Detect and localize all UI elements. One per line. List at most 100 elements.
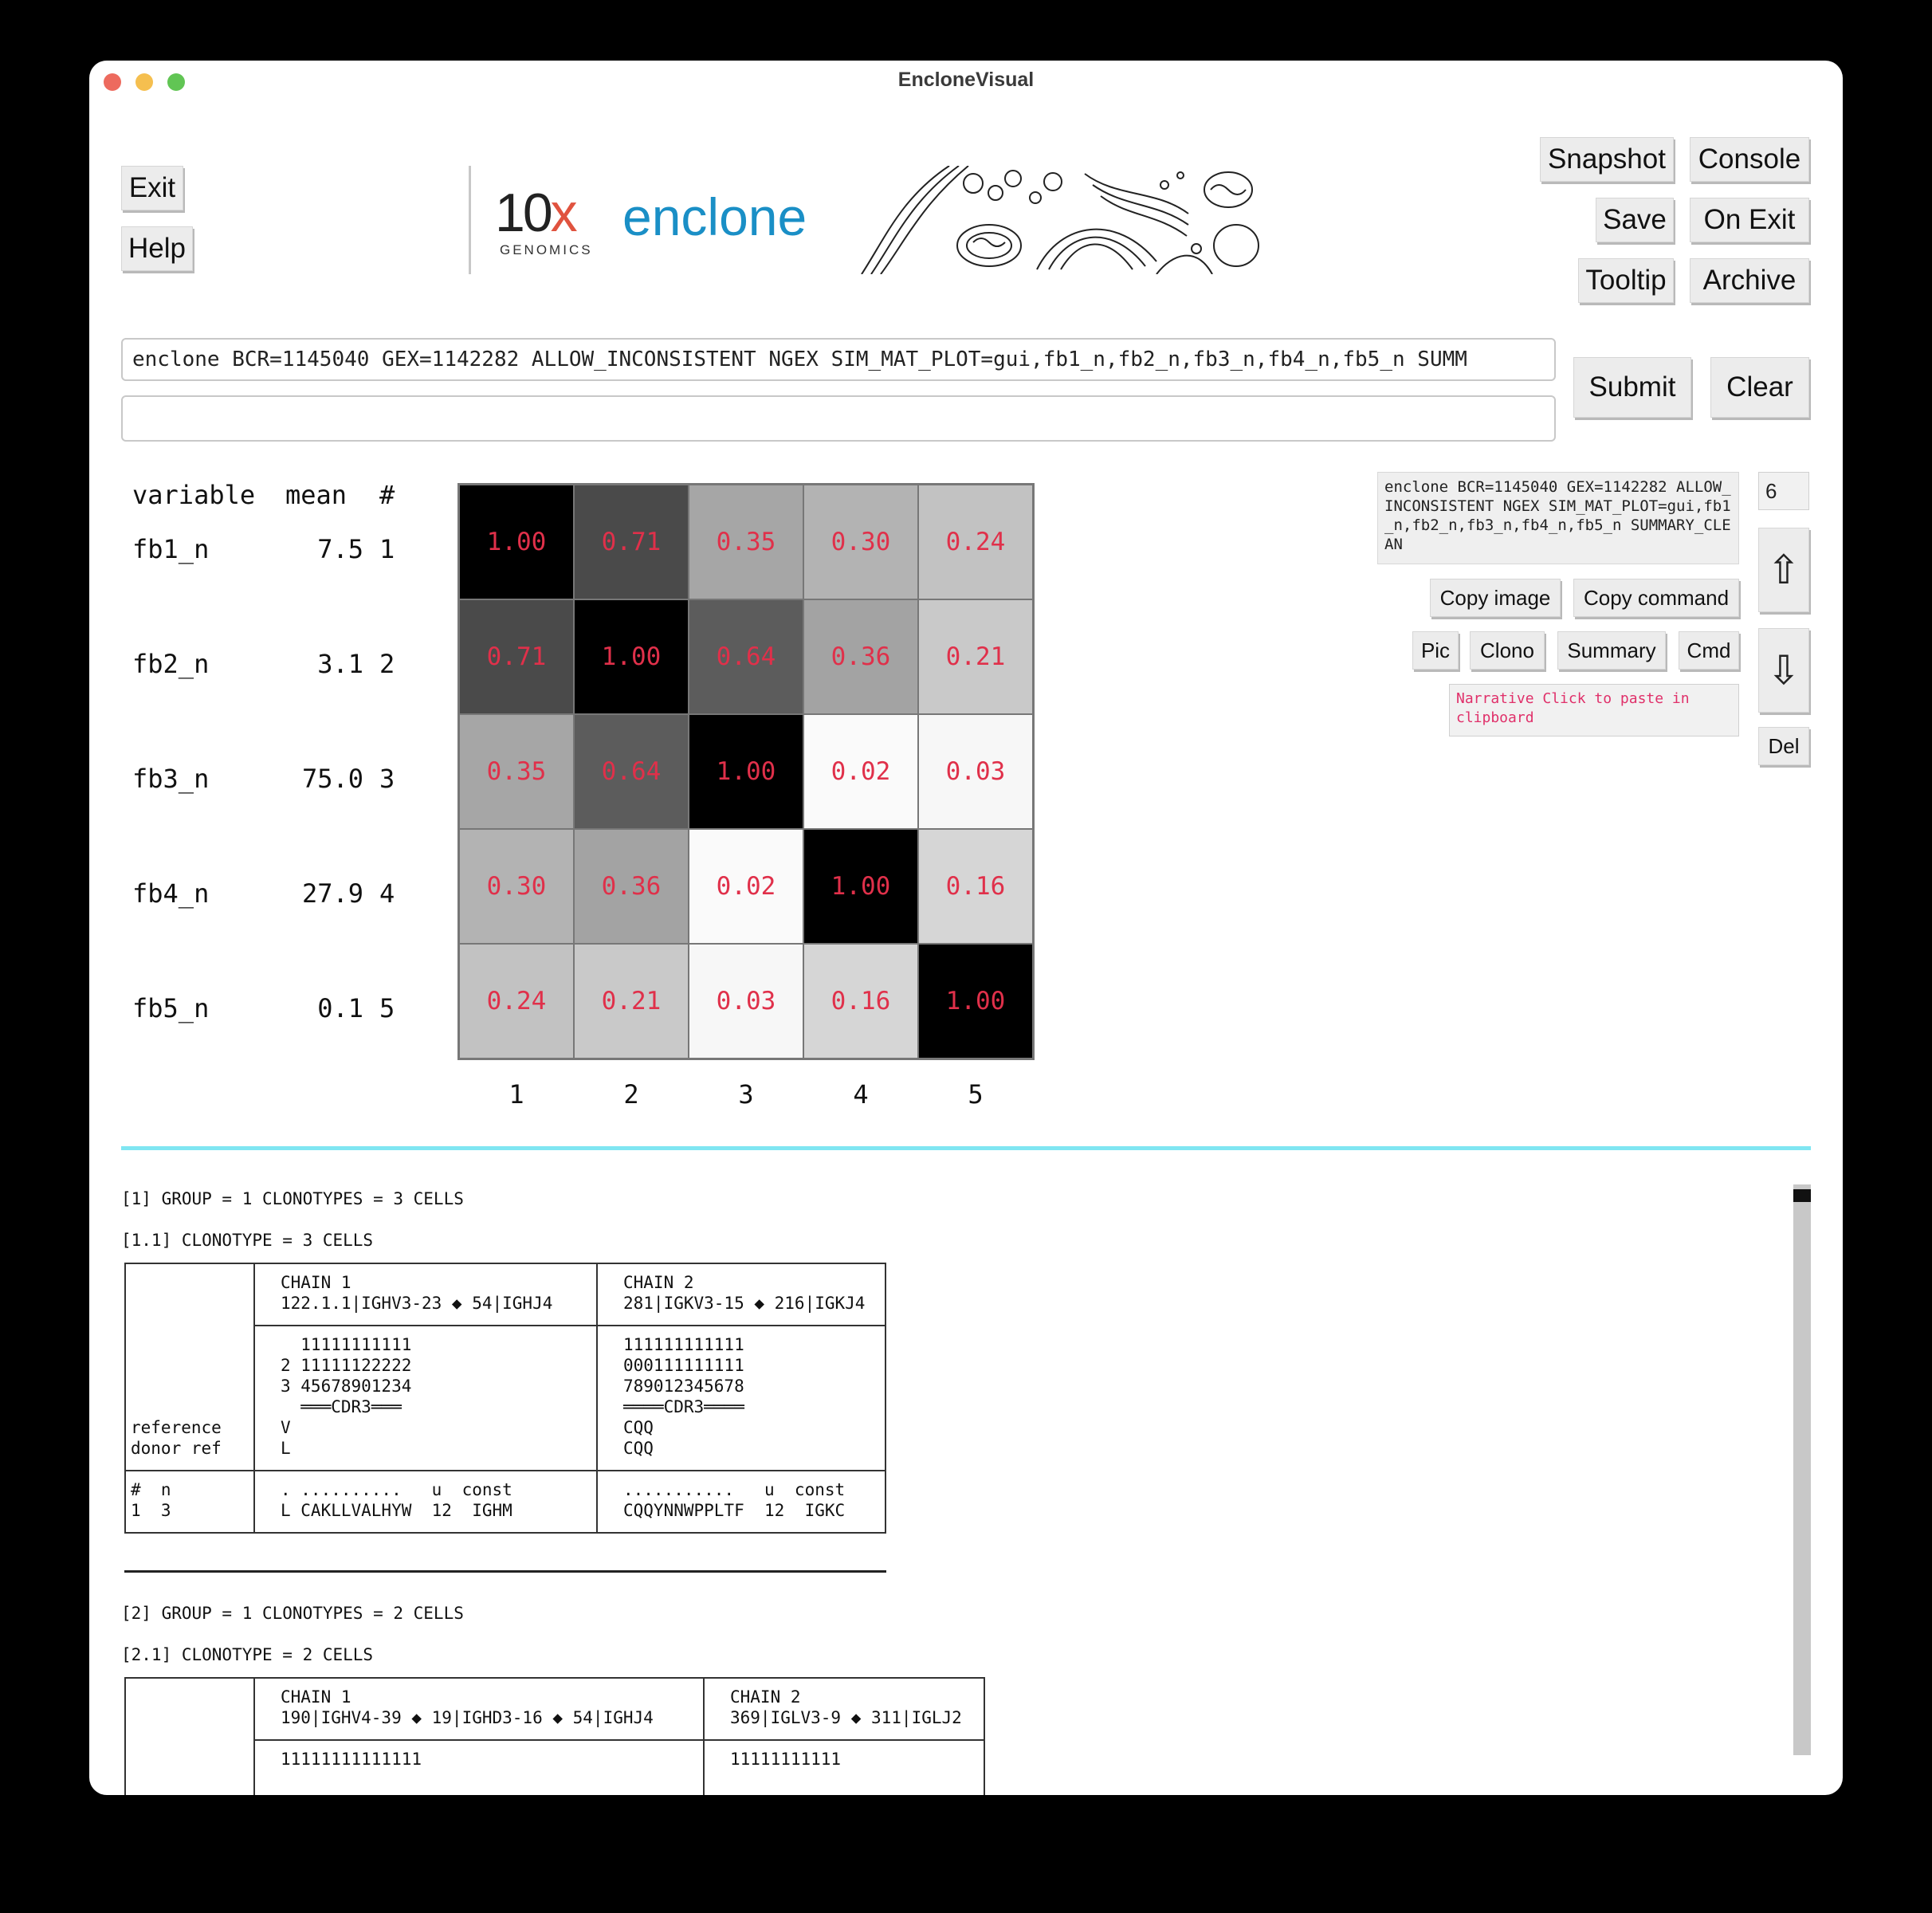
clono-button[interactable]: Clono	[1470, 631, 1545, 670]
heatmap-cell: 0.64	[689, 599, 803, 714]
reference-row: CQQ	[623, 1418, 654, 1437]
group-separator	[124, 1570, 886, 1573]
column-headers: ........... u const	[623, 1480, 846, 1499]
heatmap-cell: 0.30	[459, 829, 574, 944]
chain-genes: 190|IGHV4-39 ◆ 19|IGHD3-16 ◆ 54|IGHJ4	[281, 1708, 654, 1727]
position-row: 111111111111	[623, 1335, 744, 1354]
position-row: 2 11111122222	[281, 1356, 412, 1375]
down-arrow-icon[interactable]: ⇩	[1758, 628, 1809, 713]
submit-button[interactable]: Submit	[1573, 357, 1691, 418]
column-values: CQQYNNWPPLTF 12 IGKC	[623, 1501, 846, 1520]
command-input-secondary[interactable]	[121, 395, 1556, 442]
clear-button[interactable]: Clear	[1710, 357, 1809, 418]
reference-row: V	[281, 1418, 291, 1437]
variable-header: variable	[132, 480, 256, 510]
table-divider	[253, 1739, 984, 1741]
up-arrow-icon[interactable]: ⇧	[1758, 528, 1809, 612]
title-bar: EncloneVisual	[89, 61, 1843, 105]
variable-mean: 7.5	[317, 534, 363, 564]
minimize-window-button[interactable]	[135, 73, 153, 91]
column-headers: # n	[131, 1480, 171, 1499]
output-scrollbar[interactable]	[1793, 1184, 1811, 1755]
section-divider	[121, 1146, 1811, 1150]
variable-mean: 27.9	[301, 878, 363, 909]
clonotype-header: [1.1] CLONOTYPE = 3 CELLS	[121, 1231, 374, 1250]
heatmap-cell: 0.71	[459, 599, 574, 714]
position-row: 000111111111	[623, 1356, 744, 1375]
delete-button[interactable]: Del	[1758, 727, 1809, 765]
command-input[interactable]: enclone BCR=1145040 GEX=1142282 ALLOW_IN…	[121, 338, 1556, 381]
heatmap-cell: 1.00	[689, 714, 803, 829]
narrative-field[interactable]: Narrative Click to paste in clipboard	[1449, 684, 1739, 737]
heatmap-cell: 0.35	[689, 485, 803, 599]
x-tick-label: 5	[968, 1079, 984, 1110]
app-window: EncloneVisual Exit Help 10x GENOMICS enc…	[89, 61, 1843, 1795]
chain-title: CHAIN 1	[281, 1687, 351, 1707]
heatmap-cell: 0.35	[459, 714, 574, 829]
snapshot-button[interactable]: Snapshot	[1540, 137, 1674, 182]
10x-logo: 10x	[495, 183, 578, 243]
save-button[interactable]: Save	[1596, 198, 1674, 242]
heatmap-cell: 1.00	[574, 599, 689, 714]
position-row: 11111111111	[281, 1335, 412, 1354]
help-button[interactable]: Help	[121, 226, 193, 271]
similarity-matrix: 1.00 0.71 0.35 0.30 0.24 0.71 1.00 0.64 0.36 0.21…	[457, 483, 1035, 1060]
variable-name: fb2_n	[132, 649, 210, 679]
summary-button[interactable]: Summary	[1557, 631, 1666, 670]
cmd-button[interactable]: Cmd	[1679, 631, 1739, 670]
heatmap-cell: 0.02	[803, 714, 918, 829]
10x-logo-subtitle: GENOMICS	[500, 242, 593, 257]
column-values: L CAKLLVALHYW 12 IGHM	[281, 1501, 512, 1520]
mean-header: mean	[285, 480, 348, 510]
tooltip-button[interactable]: Tooltip	[1578, 258, 1674, 303]
chain-title: CHAIN 2	[623, 1273, 694, 1292]
table-divider	[703, 1679, 705, 1795]
reference-label: reference	[131, 1418, 222, 1437]
window-title: EncloneVisual	[897, 69, 1035, 91]
heatmap-cell: 1.00	[803, 829, 918, 944]
donor-ref-label: donor ref	[131, 1439, 222, 1458]
variable-name: fb3_n	[132, 764, 210, 794]
cdr3-marker: ═══CDR3═══	[281, 1397, 402, 1416]
heatmap-cell: 0.02	[689, 829, 803, 944]
copy-command-button[interactable]: Copy command	[1573, 579, 1739, 617]
x-tick-label: 2	[623, 1079, 639, 1110]
console-button[interactable]: Console	[1690, 137, 1809, 182]
heatmap-cell: 0.21	[918, 599, 1033, 714]
on-exit-button[interactable]: On Exit	[1690, 198, 1809, 242]
history-command-text: enclone BCR=1145040 GEX=1142282 ALLOW_IN…	[1377, 472, 1739, 564]
output-scrollbar-thumb[interactable]	[1793, 1189, 1811, 1202]
heatmap-cell: 0.36	[803, 599, 918, 714]
copy-image-button[interactable]: Copy image	[1430, 579, 1561, 617]
heatmap-cell: 0.24	[918, 485, 1033, 599]
donor-row: L	[281, 1439, 291, 1458]
variable-name: fb4_n	[132, 878, 210, 909]
zoom-window-button[interactable]	[167, 73, 185, 91]
table-divider	[596, 1264, 598, 1532]
index-header: #	[379, 480, 395, 510]
variable-name: fb1_n	[132, 534, 210, 564]
heatmap-cell: 0.24	[459, 944, 574, 1059]
archive-button[interactable]: Archive	[1690, 258, 1809, 303]
pic-button[interactable]: Pic	[1412, 631, 1459, 670]
x-tick-label: 3	[738, 1079, 754, 1110]
position-row: 3 45678901234	[281, 1377, 412, 1396]
close-window-button[interactable]	[104, 73, 121, 91]
heatmap-cell: 0.36	[574, 829, 689, 944]
variable-mean: 0.1	[317, 993, 363, 1023]
group-header: [1] GROUP = 1 CLONOTYPES = 3 CELLS	[121, 1189, 464, 1208]
variable-index: 2	[379, 649, 395, 679]
x-tick-label: 1	[509, 1079, 524, 1110]
column-values: 1 3	[131, 1501, 171, 1520]
variable-index: 4	[379, 878, 395, 909]
position-row: 11111111111	[730, 1750, 842, 1769]
history-index: 6	[1758, 472, 1809, 510]
variable-index: 3	[379, 764, 395, 794]
exit-button[interactable]: Exit	[121, 166, 183, 210]
cell-illustration-icon	[861, 166, 1259, 274]
table-divider	[126, 1470, 885, 1471]
heatmap-cell: 0.03	[918, 714, 1033, 829]
table-divider	[253, 1264, 255, 1532]
table-divider	[253, 1679, 255, 1795]
heatmap-cell: 0.21	[574, 944, 689, 1059]
